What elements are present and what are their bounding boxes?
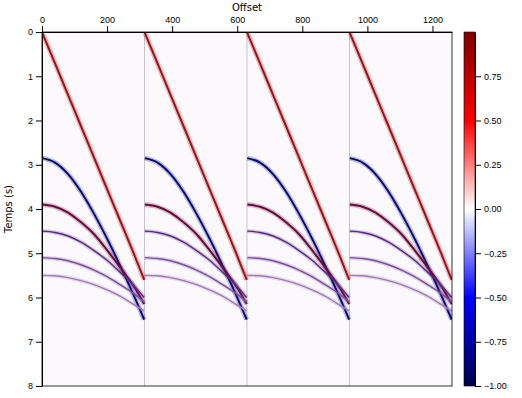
- tick-label: 8: [28, 381, 33, 391]
- tick-label: 200: [100, 15, 115, 25]
- tick-label: 1200: [423, 15, 443, 25]
- tick-mark: [36, 386, 42, 387]
- y-axis-title: Temps (s): [3, 185, 14, 234]
- tick-label: 0.00: [484, 204, 502, 214]
- colorbar: [464, 32, 475, 386]
- tick-mark: [36, 253, 42, 254]
- tick-mark: [36, 76, 42, 77]
- tick-mark: [36, 32, 42, 33]
- plot-background: [42, 32, 452, 386]
- tick-label: 400: [165, 15, 180, 25]
- y-axis: 0 1 2 3 4 5 6 7 8: [28, 27, 43, 391]
- tick: −0.50: [475, 293, 507, 303]
- tick-mark: [475, 209, 481, 210]
- event-halo: [42, 275, 451, 310]
- axis-line: [42, 33, 43, 387]
- plot-area: [42, 32, 451, 386]
- tick-mark: [367, 26, 368, 32]
- tick: 7: [28, 337, 42, 347]
- tick: 0.25: [475, 160, 502, 170]
- tick: 0.50: [475, 116, 502, 126]
- tick-mark: [475, 298, 481, 299]
- tick-mark: [237, 26, 238, 32]
- tick: 1: [28, 72, 42, 82]
- axis-line: [43, 32, 453, 33]
- tick-mark: [475, 121, 481, 122]
- tick-mark: [172, 26, 173, 32]
- plot-frame: [42, 32, 452, 386]
- tick: 800: [295, 15, 310, 32]
- tick-label: 1: [28, 72, 33, 82]
- tick: 200: [100, 15, 115, 32]
- tick-label: −0.50: [484, 293, 507, 303]
- colorbar-axis: −1.00 −0.75 −0.50 −0.25 0.00 0.25 0.50 0.75: [475, 33, 507, 392]
- tick: 400: [165, 15, 180, 32]
- tick-mark: [475, 253, 481, 254]
- tick: 2: [28, 116, 42, 126]
- tick: 5: [28, 249, 42, 259]
- tick: 0: [28, 27, 42, 37]
- tick-mark: [36, 121, 42, 122]
- tick-label: 3: [28, 160, 33, 170]
- tick-mark: [475, 76, 481, 77]
- event-line: [42, 275, 451, 310]
- event-line: [42, 158, 451, 320]
- tick-label: 0: [40, 15, 45, 25]
- tick: 1200: [423, 15, 443, 32]
- tick-label: 600: [230, 15, 245, 25]
- tick: 8: [28, 381, 42, 391]
- tick: −1.00: [475, 381, 507, 391]
- tick-mark: [36, 209, 42, 210]
- panel-divider: [144, 32, 145, 386]
- tick-label: 4: [28, 204, 33, 214]
- tick-mark: [36, 298, 42, 299]
- tick-mark: [475, 165, 481, 166]
- tick: 4: [28, 204, 42, 214]
- tick-mark: [475, 386, 481, 387]
- tick: −0.25: [475, 249, 507, 259]
- tick-label: 1000: [358, 15, 378, 25]
- tick-mark: [107, 26, 108, 32]
- tick-label: 5: [28, 249, 33, 259]
- x-axis-title: Offset: [232, 2, 262, 13]
- tick-label: 0.50: [484, 116, 502, 126]
- tick-mark: [42, 26, 43, 32]
- tick: 1000: [358, 15, 378, 32]
- tick-label: −1.00: [484, 381, 507, 391]
- tick: −0.75: [475, 337, 507, 347]
- tick: 0.00: [475, 204, 502, 214]
- tick-label: −0.75: [484, 337, 507, 347]
- tick-label: 2: [28, 116, 33, 126]
- tick-mark: [475, 342, 481, 343]
- tick-label: 0.75: [484, 72, 502, 82]
- tick-mark: [36, 342, 42, 343]
- chart: 0 200 400 600 800 1000 1200 0 1 2 3 4 5 6 7 8 Offset Temp…: [0, 0, 522, 398]
- tick-label: 0: [28, 27, 33, 37]
- tick-label: 800: [295, 15, 310, 25]
- tick-label: 0.25: [484, 160, 502, 170]
- tick: 3: [28, 160, 42, 170]
- tick: 0: [40, 15, 45, 32]
- panel-divider: [349, 32, 350, 386]
- tick-mark: [36, 165, 42, 166]
- x-axis: 0 200 400 600 800 1000 1200: [40, 15, 453, 33]
- tick: 6: [28, 293, 42, 303]
- tick-mark: [432, 26, 433, 32]
- tick: 600: [230, 15, 245, 32]
- tick-label: 7: [28, 337, 33, 347]
- tick-mark: [302, 26, 303, 32]
- tick: 0.75: [475, 72, 502, 82]
- tick-label: 6: [28, 293, 33, 303]
- panel-divider: [247, 32, 248, 386]
- event-halo: [42, 158, 451, 320]
- tick-label: −0.25: [484, 249, 507, 259]
